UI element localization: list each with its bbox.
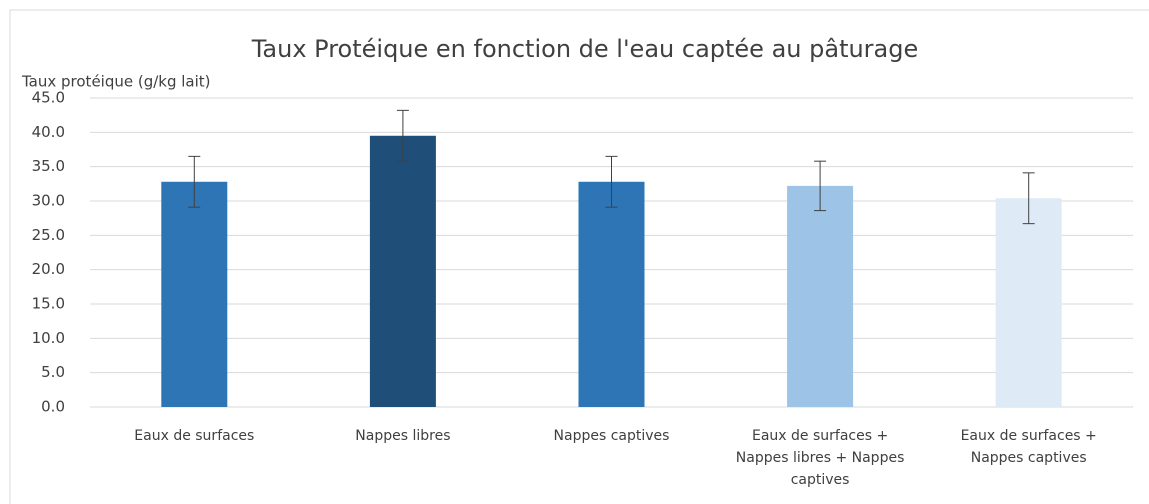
y-axis-label: Taux protéique (g/kg lait) — [21, 73, 211, 91]
bar — [787, 185, 854, 407]
y-tick-label: 0.0 — [41, 398, 65, 416]
bar — [369, 135, 436, 407]
bar — [995, 198, 1062, 407]
y-tick-label: 10.0 — [32, 329, 65, 347]
x-tick-label: Nappes captives — [553, 428, 670, 444]
error-bar — [814, 160, 827, 212]
y-tick-label: 35.0 — [32, 157, 65, 175]
y-tick-label: 20.0 — [32, 260, 65, 278]
error-bar — [188, 155, 201, 208]
y-tick-label: 45.0 — [32, 89, 65, 107]
error-bar — [396, 109, 409, 162]
error-bar — [1022, 172, 1035, 225]
x-tick-label: Eaux de surfaces + Nappes libres + Nappe… — [735, 428, 905, 488]
x-tick-label: Nappes libres — [355, 428, 451, 444]
x-tick-label: Eaux de surfaces + Nappes captives — [960, 428, 1097, 466]
bar — [578, 181, 645, 407]
chart-title: Taux Protéique en fonction de l'eau capt… — [251, 35, 919, 63]
y-tick-label: 15.0 — [32, 295, 65, 313]
x-tick-label: Eaux de surfaces — [134, 428, 255, 444]
y-tick-label: 30.0 — [32, 192, 65, 210]
error-bar — [605, 155, 618, 208]
y-tick-label: 5.0 — [41, 363, 65, 381]
bar — [161, 181, 228, 407]
y-tick-label: 25.0 — [32, 226, 65, 244]
y-tick-label: 40.0 — [32, 123, 65, 141]
